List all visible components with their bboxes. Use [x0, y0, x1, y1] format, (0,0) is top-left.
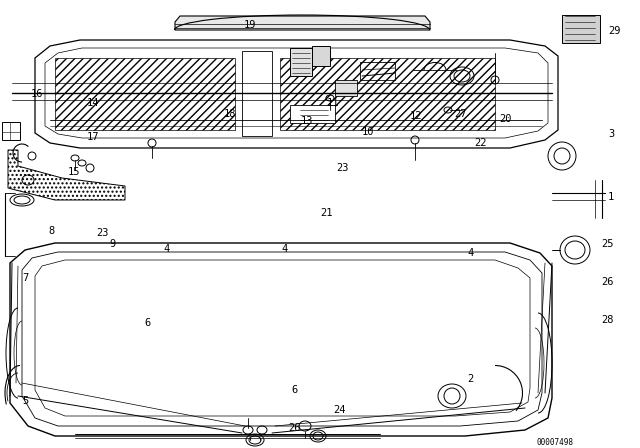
Text: 19: 19	[243, 20, 256, 30]
Text: 4: 4	[163, 244, 170, 254]
Text: 4: 4	[467, 248, 474, 258]
Text: 26: 26	[602, 277, 614, 287]
Text: 24: 24	[333, 405, 346, 415]
Text: 6: 6	[144, 318, 150, 327]
Text: 7: 7	[22, 273, 29, 283]
Text: 15: 15	[67, 168, 80, 177]
Text: 22: 22	[474, 138, 486, 148]
Text: 13: 13	[301, 116, 314, 126]
Text: 23: 23	[336, 163, 349, 173]
Text: 10: 10	[362, 127, 374, 137]
Text: 6: 6	[291, 385, 298, 395]
Text: 16: 16	[31, 89, 44, 99]
Polygon shape	[35, 40, 558, 148]
Bar	[360, 62, 395, 80]
Bar	[335, 80, 357, 96]
Text: 27: 27	[454, 109, 467, 119]
Bar	[2, 122, 20, 140]
Bar	[242, 51, 272, 136]
Text: 14: 14	[86, 98, 99, 108]
Text: 21: 21	[320, 208, 333, 218]
Text: 9: 9	[109, 239, 115, 249]
Text: 20: 20	[499, 114, 512, 124]
Text: 8: 8	[48, 226, 54, 236]
Bar	[55, 58, 235, 130]
Text: 4: 4	[282, 244, 288, 254]
Text: 1: 1	[608, 192, 614, 202]
Text: 3: 3	[608, 129, 614, 139]
Bar	[312, 46, 330, 66]
Text: 25: 25	[602, 239, 614, 249]
Text: 2: 2	[467, 374, 474, 383]
Bar	[290, 48, 312, 76]
Text: 26: 26	[288, 423, 301, 433]
Text: 17: 17	[86, 132, 99, 142]
Polygon shape	[175, 16, 430, 30]
Text: 23: 23	[96, 228, 109, 238]
Text: 29: 29	[608, 26, 621, 36]
Text: 18: 18	[224, 109, 237, 119]
Text: 00007498: 00007498	[536, 438, 573, 447]
Bar	[562, 15, 600, 43]
Text: 12: 12	[410, 112, 422, 121]
Text: 28: 28	[602, 315, 614, 325]
Text: 11: 11	[326, 98, 339, 108]
Bar	[290, 105, 335, 123]
Bar	[280, 58, 495, 130]
Polygon shape	[8, 150, 125, 200]
Polygon shape	[35, 260, 530, 416]
Text: 5: 5	[22, 396, 29, 406]
